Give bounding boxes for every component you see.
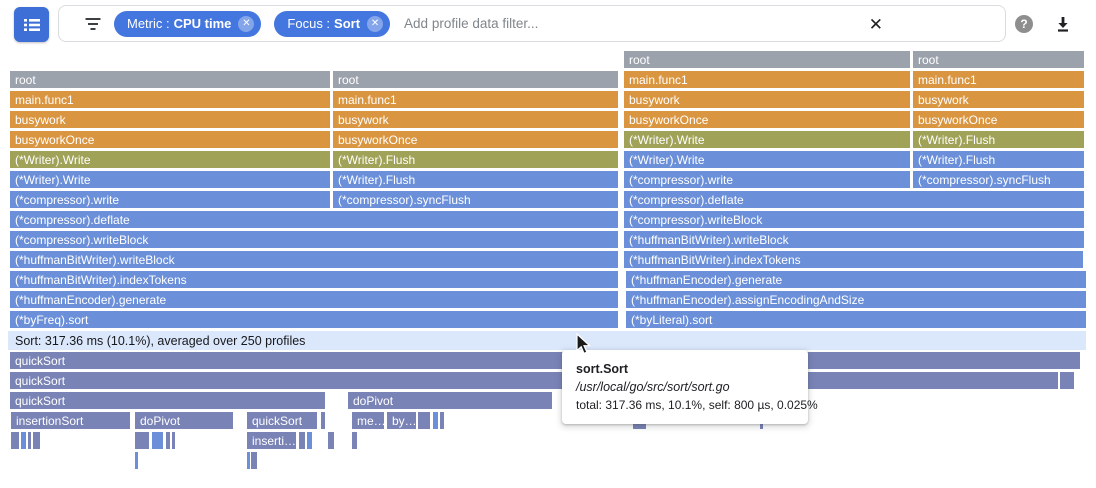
- flame-frame-fragment[interactable]: [299, 432, 305, 449]
- flame-frame[interactable]: main.func1: [333, 91, 618, 108]
- flame-frame[interactable]: insertionSort: [11, 412, 130, 429]
- chip-prefix: Focus :: [287, 16, 331, 31]
- flame-frame[interactable]: busywork: [913, 91, 1084, 108]
- tooltip-source-path: /usr/local/go/src/sort/sort.go: [576, 380, 730, 395]
- flame-frame[interactable]: doPivot: [135, 412, 233, 429]
- flame-frame[interactable]: busywork: [10, 111, 330, 128]
- flame-frame-fragment[interactable]: [28, 432, 31, 449]
- flame-frame[interactable]: (*Writer).Flush: [913, 151, 1084, 168]
- flame-frame[interactable]: (*compressor).deflate: [624, 191, 1084, 208]
- flame-frame[interactable]: (*compressor).deflate: [10, 211, 618, 228]
- flame-frame[interactable]: (*Writer).Write: [624, 131, 910, 148]
- focus-banner[interactable]: Sort: 317.36 ms (10.1%), averaged over 2…: [8, 331, 1086, 350]
- flame-frame[interactable]: busyworkOnce: [10, 131, 330, 148]
- flame-frame[interactable]: (*Writer).Write: [10, 151, 330, 168]
- flame-frame-fragment[interactable]: [33, 432, 40, 449]
- chip-remove-icon[interactable]: ✕: [238, 15, 255, 32]
- toolbar: Metric : CPU time ✕ Focus : Sort ✕ ✕ ?: [0, 0, 1096, 48]
- flame-frame[interactable]: root: [333, 71, 618, 88]
- flame-frame[interactable]: (*huffmanEncoder).generate: [626, 271, 1086, 288]
- flame-frame[interactable]: quickSort: [10, 372, 1058, 389]
- flame-frame[interactable]: busywork: [333, 111, 618, 128]
- flame-frame[interactable]: root: [624, 51, 910, 68]
- flame-frame[interactable]: (*Writer).Flush: [333, 171, 618, 188]
- flame-frame[interactable]: (*huffmanBitWriter).writeBlock: [10, 251, 618, 268]
- flame-frame[interactable]: busyworkOnce: [333, 131, 618, 148]
- chip-remove-icon[interactable]: ✕: [367, 15, 384, 32]
- flame-frame[interactable]: quickSort: [10, 392, 325, 409]
- flame-frame-fragment[interactable]: [440, 412, 444, 429]
- flame-frame[interactable]: doPivot: [348, 392, 552, 409]
- flame-frame[interactable]: main.func1: [624, 71, 910, 88]
- help-icon[interactable]: ?: [1015, 15, 1033, 33]
- profile-list-button[interactable]: [14, 7, 49, 42]
- clear-filters-icon[interactable]: ✕: [868, 14, 883, 34]
- flame-frame-fragment[interactable]: [352, 432, 357, 449]
- filter-chip-metric[interactable]: Metric : CPU time ✕: [114, 10, 262, 37]
- flame-frame-fragment[interactable]: [21, 432, 26, 449]
- flame-frame-fragment[interactable]: [321, 412, 325, 429]
- tooltip-stats: total: 317.36 ms, 10.1%, self: 800 µs, 0…: [576, 398, 818, 413]
- flame-frame[interactable]: (*compressor).writeBlock: [624, 211, 1084, 228]
- tooltip-function-name: sort.Sort: [576, 362, 629, 376]
- flame-frame[interactable]: (*byFreq).sort: [10, 311, 618, 328]
- download-icon[interactable]: [1053, 14, 1073, 34]
- flame-frame[interactable]: quickSort: [10, 352, 1080, 369]
- filter-bar[interactable]: Metric : CPU time ✕ Focus : Sort ✕ ✕: [58, 5, 1006, 42]
- list-icon: [23, 18, 40, 31]
- flame-frame[interactable]: busyworkOnce: [624, 111, 910, 128]
- frame-tooltip: sort.Sort /usr/local/go/src/sort/sort.go…: [562, 350, 818, 424]
- flame-frame[interactable]: root: [10, 71, 330, 88]
- chip-value: CPU time: [173, 16, 232, 31]
- flame-frame-fragment[interactable]: [135, 452, 138, 469]
- filter-input[interactable]: [402, 15, 1005, 32]
- flame-frame[interactable]: busywork: [624, 91, 910, 108]
- flame-frame-fragment[interactable]: [135, 432, 149, 449]
- flame-frame[interactable]: busyworkOnce: [913, 111, 1084, 128]
- flame-frame[interactable]: root: [913, 51, 1084, 68]
- filter-chip-focus[interactable]: Focus : Sort ✕: [274, 10, 391, 37]
- flame-frame-fragment[interactable]: [172, 432, 175, 449]
- flame-frame[interactable]: (*huffmanEncoder).assignEncodingAndSize: [626, 291, 1086, 308]
- flame-frame-fragment[interactable]: [251, 452, 257, 469]
- flame-frame[interactable]: (*compressor).writeBlock: [10, 231, 618, 248]
- flame-frame[interactable]: (*huffmanEncoder).generate: [10, 291, 618, 308]
- flame-frame[interactable]: main.func1: [10, 91, 330, 108]
- filter-list-icon: [85, 17, 101, 30]
- flame-frame[interactable]: (*huffmanBitWriter).indexTokens: [10, 271, 618, 288]
- chip-value: Sort: [334, 16, 361, 31]
- flame-frame-fragment[interactable]: [307, 432, 312, 449]
- flame-frame[interactable]: (*compressor).write: [624, 171, 910, 188]
- flame-frame[interactable]: me…: [352, 412, 384, 429]
- flame-frame-fragment[interactable]: [247, 452, 250, 469]
- flame-frame-fragment[interactable]: [433, 412, 438, 429]
- flame-frame[interactable]: quickSort: [247, 412, 317, 429]
- flame-frame-fragment[interactable]: [1060, 372, 1074, 389]
- chip-prefix: Metric :: [127, 16, 170, 31]
- flame-frame-fragment[interactable]: [152, 432, 163, 449]
- flame-frame[interactable]: (*compressor).write: [10, 191, 330, 208]
- flame-frame[interactable]: (*Writer).Write: [10, 171, 330, 188]
- flame-frame[interactable]: inserti…: [247, 432, 296, 449]
- flame-frame[interactable]: (*huffmanBitWriter).indexTokens: [624, 251, 1083, 268]
- flame-frame[interactable]: (*huffmanBitWriter).writeBlock: [624, 231, 1084, 248]
- flame-frame[interactable]: (*Writer).Write: [624, 151, 910, 168]
- flame-frame[interactable]: (*Writer).Flush: [913, 131, 1084, 148]
- flame-frame-fragment[interactable]: [11, 432, 19, 449]
- flame-frame[interactable]: by…: [387, 412, 416, 429]
- flame-frame[interactable]: (*Writer).Flush: [333, 151, 618, 168]
- flame-frame-fragment[interactable]: [328, 432, 334, 449]
- flame-frame[interactable]: main.func1: [913, 71, 1084, 88]
- flame-frame[interactable]: (*compressor).syncFlush: [333, 191, 618, 208]
- focus-banner-label: Sort: 317.36 ms (10.1%), averaged over 2…: [15, 333, 306, 348]
- flame-frame[interactable]: (*compressor).syncFlush: [913, 171, 1084, 188]
- flame-frame[interactable]: (*byLiteral).sort: [626, 311, 1086, 328]
- flame-frame-fragment[interactable]: [166, 432, 170, 449]
- flame-frame-fragment[interactable]: [418, 412, 430, 429]
